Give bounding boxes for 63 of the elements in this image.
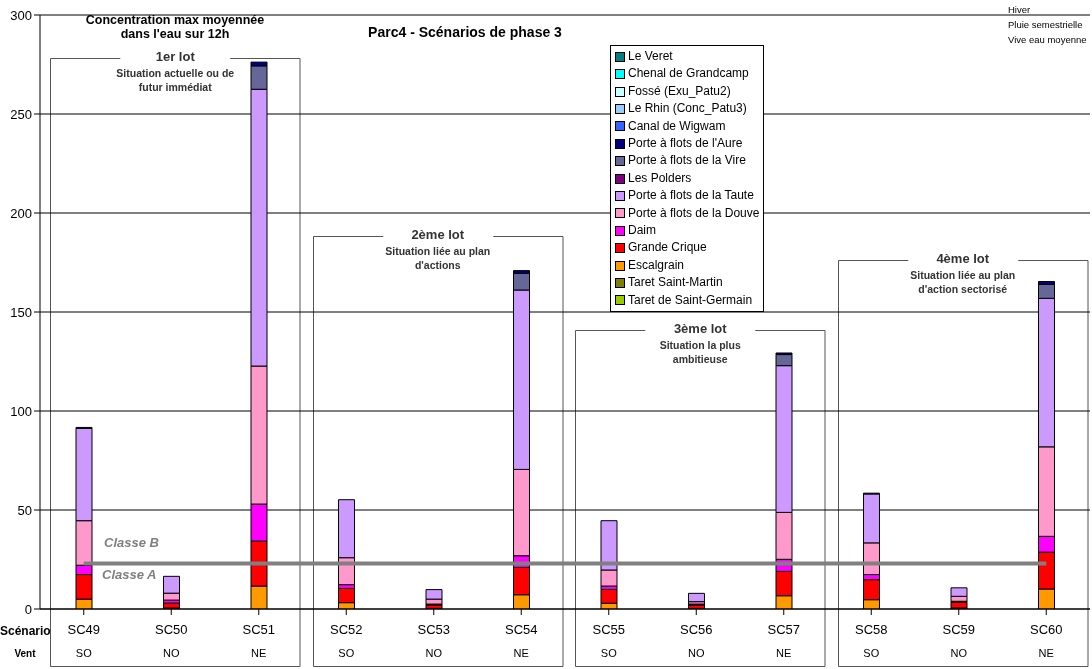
x-tick-label: SC55 (592, 622, 626, 638)
annotation: Situation la plus ambitieuse (658, 338, 742, 366)
legend-label: Porte à flots de la Douve (628, 204, 760, 222)
text: NE (775, 647, 793, 659)
text: Scénario (0, 624, 51, 638)
x-tick-label: SC49 (67, 622, 101, 638)
x-tick-label: SC60 (1029, 622, 1063, 638)
y-tick-label: 50 (17, 502, 32, 518)
annotation: 2ème lot (410, 227, 466, 242)
text: SO (862, 647, 881, 659)
legend-label: Taret Saint-Martin (628, 274, 723, 292)
legend-label: Chenal de Grandcamp (628, 65, 749, 83)
annotation: Vive eau moyenne (1008, 34, 1088, 45)
x-tick-label: SC52 (329, 622, 363, 638)
legend-label: Les Polders (628, 169, 692, 187)
legend-label: Fossé (Exu_Patu2) (628, 82, 731, 100)
text: NE (1037, 647, 1055, 659)
y-tick-label: 200 (10, 205, 32, 221)
text: Vent (13, 648, 37, 659)
y-tick-label: 100 (10, 403, 32, 419)
y-tick-label: 150 (10, 304, 32, 320)
legend-label: Porte à flots de la Taute (628, 187, 754, 205)
x-tick-label: SC53 (417, 622, 451, 638)
annotation: Pluie semestrielle (1008, 19, 1084, 30)
x-tick-label: SC51 (242, 622, 276, 638)
legend-label: Daim (628, 222, 657, 240)
legend-label: Taret de Saint-Germain (628, 291, 753, 309)
legend-label: Porte à flots de la Vire (628, 152, 746, 170)
legend-label: Le Veret (628, 48, 673, 65)
x-tick-label: SC58 (854, 622, 888, 638)
text: SO (74, 647, 93, 659)
annotation: 3ème lot (672, 321, 728, 336)
y-tick-label: 250 (10, 106, 32, 122)
text: NO (687, 647, 706, 659)
text: NE (512, 647, 530, 659)
y-axis-title: Concentration max moyennée dans l'eau sur 12h (84, 13, 266, 41)
text: NO (424, 647, 443, 659)
legend-label: Canal de Wigwam (628, 117, 726, 135)
text: Parc4 - Scénarios de phase 3 (368, 24, 562, 40)
x-tick-label: SC56 (679, 622, 713, 638)
annotation: Classe B (104, 535, 160, 550)
annotation: Situation liée au plan d'actions (384, 244, 492, 272)
text: NE (250, 647, 268, 659)
x-tick-label: SC54 (504, 622, 538, 638)
annotation: Situation actuelle ou de futur immédiat (115, 66, 236, 94)
x-tick-label: SC50 (154, 622, 188, 638)
annotation: Classe A (102, 567, 158, 582)
text: SO (337, 647, 356, 659)
annotation: Situation liée au plan d'action sectorisé (909, 268, 1017, 296)
annotation: 1er lot (154, 49, 196, 64)
legend-label: Escalgrain (628, 256, 685, 274)
annotation: Hiver (1008, 4, 1032, 15)
text: NO (949, 647, 968, 659)
annotation: 4ème lot (935, 251, 991, 266)
text: SO (599, 647, 618, 659)
x-tick-label: SC59 (942, 622, 976, 638)
y-tick-label: 300 (10, 7, 32, 23)
text: NO (162, 647, 181, 659)
legend-label: Grande Crique (628, 239, 707, 257)
legend-label: Porte à flots de l'Aure (628, 135, 743, 153)
y-tick-label: 0 (24, 601, 32, 617)
legend-label: Le Rhin (Conc_Patu3) (628, 100, 747, 118)
x-tick-label: SC57 (767, 622, 801, 638)
